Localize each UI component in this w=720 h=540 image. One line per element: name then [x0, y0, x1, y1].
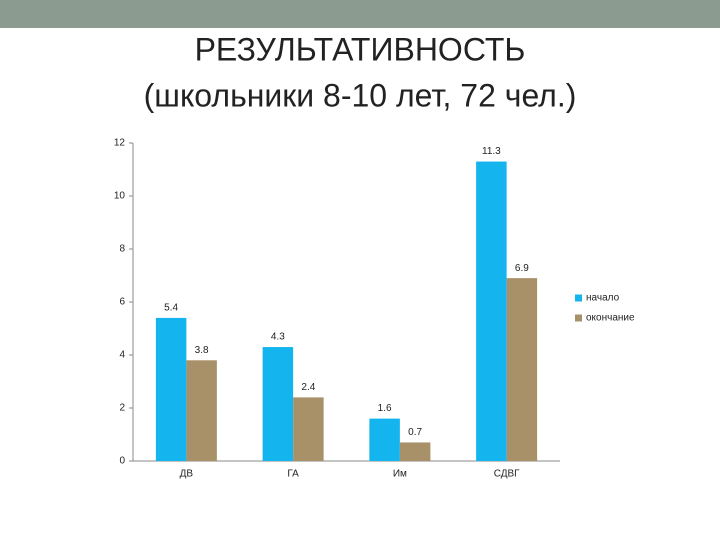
legend-label: начало [586, 293, 620, 304]
legend-swatch [575, 294, 582, 302]
data-label: 5.4 [164, 303, 178, 314]
y-tick-label: 2 [119, 403, 125, 414]
bar [506, 278, 538, 461]
data-label: 4.3 [271, 332, 285, 343]
data-label: 11.3 [482, 146, 501, 157]
y-tick-label: 8 [119, 244, 125, 255]
y-tick-label: 6 [119, 297, 125, 308]
data-label: 0.7 [408, 427, 422, 438]
x-tick-label: ДВ [180, 469, 194, 480]
chart-subtitle: (школьники 8-10 лет, 72 чел.) [144, 77, 577, 113]
chart-title: РЕЗУЛЬТАТИВНОСТЬ [195, 31, 526, 67]
data-label: 3.8 [195, 345, 209, 356]
legend-swatch [575, 314, 582, 322]
legend-label: окончание [586, 313, 635, 324]
y-tick-label: 12 [114, 138, 126, 149]
bar [186, 360, 217, 461]
x-tick-label: ГА [287, 469, 299, 480]
bar [262, 347, 294, 461]
y-tick-label: 10 [114, 191, 126, 202]
bar [155, 317, 187, 461]
y-tick-label: 4 [119, 350, 125, 361]
y-tick-label: 0 [119, 456, 125, 467]
top-bar [0, 0, 720, 28]
data-label: 6.9 [515, 263, 529, 274]
bar [369, 418, 400, 461]
x-tick-label: Им [393, 469, 407, 480]
bar [293, 397, 324, 461]
data-label: 1.6 [378, 403, 392, 414]
data-label: 2.4 [301, 382, 315, 393]
bar [476, 161, 507, 462]
bar [399, 442, 431, 461]
x-tick-label: СДВГ [494, 469, 520, 480]
